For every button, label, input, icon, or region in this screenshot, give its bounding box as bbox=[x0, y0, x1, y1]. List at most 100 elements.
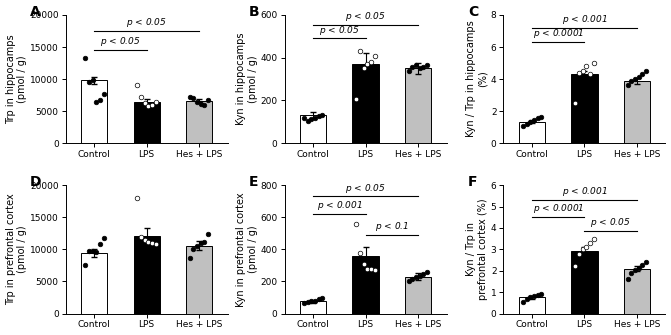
Text: $p$ < 0.0001: $p$ < 0.0001 bbox=[533, 27, 584, 40]
Text: B: B bbox=[249, 5, 260, 19]
Text: $p$ < 0.05: $p$ < 0.05 bbox=[319, 23, 360, 37]
Bar bbox=[405, 68, 431, 143]
Point bbox=[306, 116, 317, 121]
Point bbox=[366, 59, 376, 65]
Point bbox=[91, 249, 101, 255]
Y-axis label: Kyn in prefrontal cortex
(pmol / g): Kyn in prefrontal cortex (pmol / g) bbox=[236, 192, 258, 307]
Point bbox=[626, 78, 637, 83]
Point bbox=[351, 221, 362, 226]
Point bbox=[98, 92, 109, 97]
Bar bbox=[186, 246, 212, 314]
Point bbox=[358, 261, 369, 266]
Point bbox=[317, 113, 328, 118]
Point bbox=[633, 75, 644, 80]
Bar bbox=[81, 80, 107, 143]
Text: A: A bbox=[30, 5, 41, 19]
Point bbox=[577, 247, 588, 252]
Point bbox=[355, 49, 366, 54]
Point bbox=[143, 239, 154, 244]
Text: $p$ < 0.05: $p$ < 0.05 bbox=[346, 182, 386, 195]
Point bbox=[574, 251, 584, 256]
Point bbox=[192, 244, 203, 249]
Bar bbox=[623, 81, 650, 143]
Point bbox=[584, 240, 595, 246]
Point bbox=[299, 115, 309, 120]
Point bbox=[132, 83, 143, 88]
Point bbox=[637, 263, 648, 268]
Bar bbox=[300, 116, 326, 143]
Point bbox=[517, 299, 528, 305]
Point bbox=[136, 234, 146, 239]
Bar bbox=[572, 74, 597, 143]
Point bbox=[629, 76, 640, 82]
Point bbox=[421, 269, 432, 274]
Text: $p$ < 0.0001: $p$ < 0.0001 bbox=[533, 202, 584, 215]
Point bbox=[521, 121, 532, 127]
Point bbox=[95, 242, 105, 247]
Point bbox=[98, 236, 109, 241]
Point bbox=[195, 240, 206, 246]
Point bbox=[536, 291, 547, 297]
Point bbox=[185, 255, 195, 260]
Point bbox=[362, 61, 372, 67]
Point bbox=[525, 119, 535, 124]
Point bbox=[147, 102, 158, 108]
Bar bbox=[81, 253, 107, 314]
Point bbox=[525, 295, 535, 300]
Point bbox=[80, 262, 91, 267]
Text: D: D bbox=[30, 175, 42, 189]
Y-axis label: Kyn / Trp in hippocamps
(%): Kyn / Trp in hippocamps (%) bbox=[466, 21, 488, 137]
Text: $p$ < 0.001: $p$ < 0.001 bbox=[562, 185, 607, 198]
Point bbox=[637, 72, 648, 77]
Point bbox=[80, 55, 91, 61]
Bar bbox=[134, 236, 160, 314]
Point bbox=[577, 68, 588, 74]
Point bbox=[188, 247, 199, 252]
Point bbox=[626, 270, 637, 276]
Bar bbox=[186, 101, 212, 143]
Text: C: C bbox=[468, 5, 478, 19]
Point bbox=[83, 80, 94, 85]
Point bbox=[95, 97, 105, 103]
Point bbox=[369, 53, 380, 58]
Point bbox=[132, 195, 143, 201]
Point bbox=[629, 267, 640, 272]
Y-axis label: Kyn / Trp in
prefrontal cortex (%): Kyn / Trp in prefrontal cortex (%) bbox=[466, 199, 488, 300]
Point bbox=[588, 60, 599, 66]
Point bbox=[532, 293, 543, 298]
Point bbox=[299, 300, 309, 306]
Point bbox=[418, 65, 429, 70]
Point bbox=[310, 115, 321, 120]
Point bbox=[83, 249, 94, 254]
Point bbox=[529, 294, 539, 299]
Y-axis label: Trp in prefrontal cortex
(pmol / g): Trp in prefrontal cortex (pmol / g) bbox=[5, 194, 27, 305]
Point bbox=[351, 97, 362, 102]
Point bbox=[403, 68, 414, 73]
Bar bbox=[352, 64, 378, 143]
Point bbox=[418, 272, 429, 277]
Point bbox=[310, 298, 321, 304]
Point bbox=[633, 265, 644, 270]
Text: F: F bbox=[468, 175, 477, 189]
Point bbox=[641, 260, 652, 265]
Text: $p$ < 0.1: $p$ < 0.1 bbox=[374, 220, 409, 233]
Point bbox=[536, 114, 547, 120]
Point bbox=[588, 236, 599, 241]
Text: $p$ < 0.05: $p$ < 0.05 bbox=[590, 216, 631, 229]
Text: $p$ < 0.05: $p$ < 0.05 bbox=[126, 16, 167, 29]
Point bbox=[622, 83, 633, 88]
Point bbox=[306, 299, 317, 304]
Point bbox=[570, 100, 580, 106]
Point bbox=[411, 275, 421, 280]
Point bbox=[517, 124, 528, 129]
Y-axis label: Kyn in hippocamps
(pmol / g): Kyn in hippocamps (pmol / g) bbox=[236, 33, 258, 125]
Point bbox=[641, 68, 652, 74]
Point bbox=[192, 99, 203, 104]
Bar bbox=[300, 302, 326, 314]
Point bbox=[143, 103, 154, 109]
Point bbox=[203, 97, 213, 103]
Point bbox=[366, 266, 376, 271]
Point bbox=[407, 65, 417, 70]
Point bbox=[185, 94, 195, 100]
Text: $p$ < 0.05: $p$ < 0.05 bbox=[100, 35, 141, 48]
